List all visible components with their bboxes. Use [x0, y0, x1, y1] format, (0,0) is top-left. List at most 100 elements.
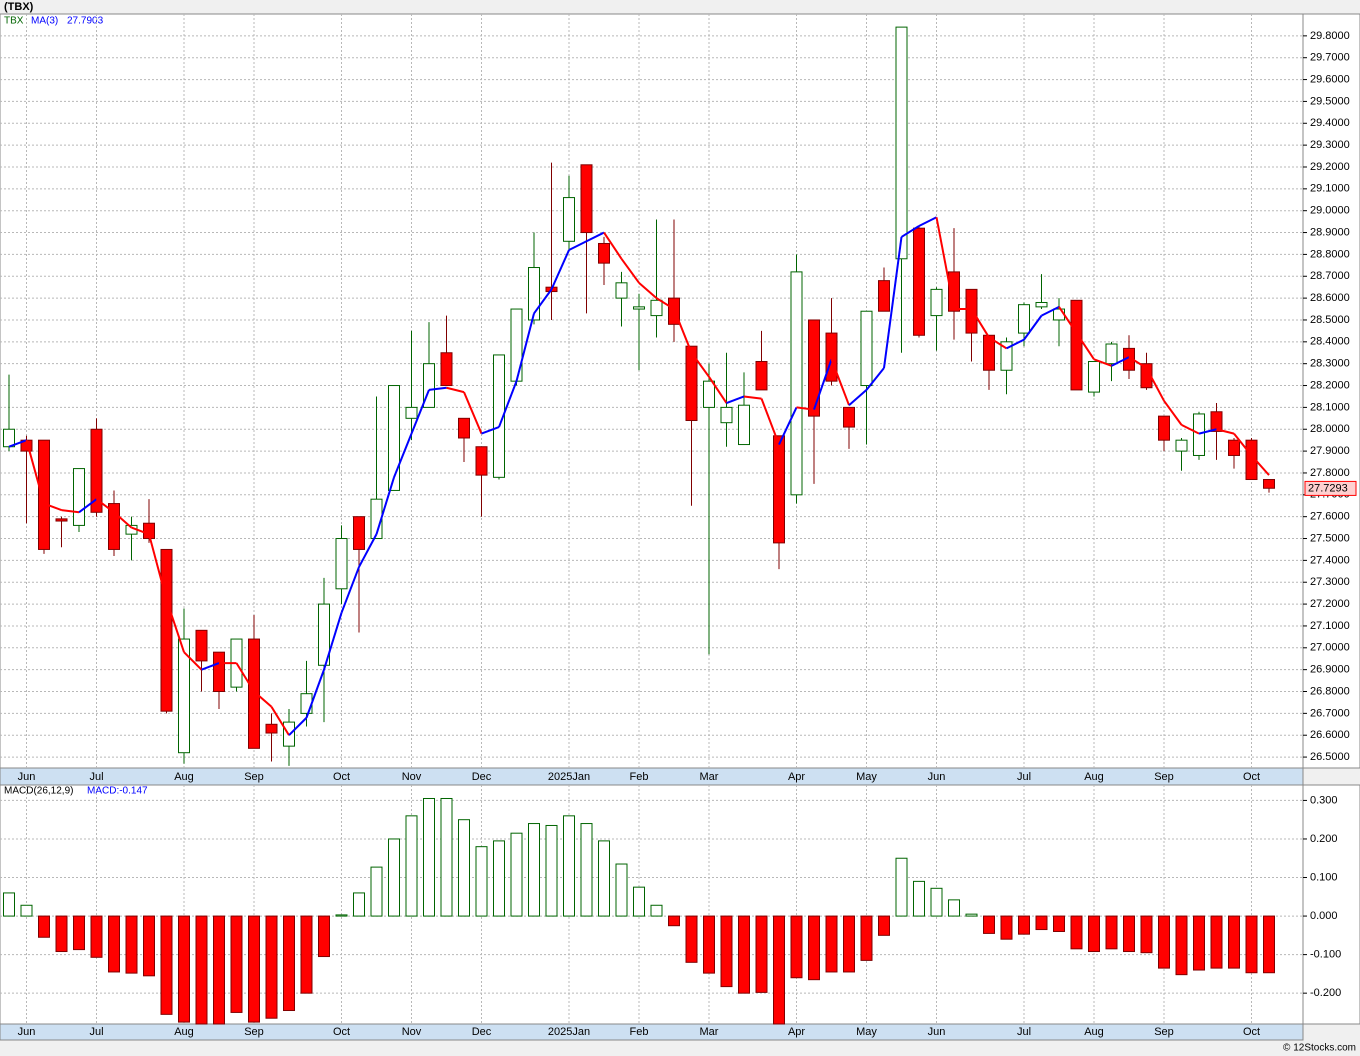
ma-line [1216, 428, 1235, 435]
ma-line [708, 376, 728, 404]
candle-body [703, 380, 715, 408]
x-tick-label: Dec [472, 771, 492, 783]
candle-body [1228, 439, 1240, 456]
ma-line [463, 391, 483, 435]
ma-line [253, 690, 273, 708]
y-tick-label: 28.8000 [1310, 248, 1350, 260]
candle-body [300, 693, 313, 714]
legend-entry: MACD(26,12,9) [4, 786, 73, 797]
macd-bar [668, 915, 680, 927]
x-tick-label: Aug [174, 1026, 194, 1038]
candle-body [930, 288, 943, 317]
ma-line [1163, 400, 1183, 426]
ma-line [1006, 338, 1025, 350]
candle-body [1018, 304, 1030, 334]
ma-line [78, 498, 98, 514]
macd-bar [1175, 915, 1188, 976]
macd-bar [423, 797, 435, 917]
macd-bar [790, 915, 803, 979]
y-tick-label: 26.8000 [1310, 685, 1350, 697]
y-tick-label: 26.9000 [1310, 664, 1350, 676]
ma-line [358, 533, 378, 568]
ma-line [148, 533, 168, 600]
ma-line [428, 386, 447, 391]
candle-body [318, 603, 330, 666]
y-tick-label: -0.200 [1310, 987, 1341, 999]
candle-body [913, 227, 925, 336]
ma-line [1058, 306, 1078, 334]
price-panel [0, 13, 1304, 769]
candle-body [90, 428, 103, 513]
candle-body [808, 319, 820, 417]
candle-body [265, 723, 278, 734]
x-tick-label: Jul [1017, 1026, 1031, 1038]
ma-line [1093, 358, 1112, 367]
y-tick-label: 29.1000 [1310, 183, 1350, 195]
macd-bar [563, 815, 575, 917]
macd-axis [1302, 784, 1360, 1025]
x-tick-label: Aug [1084, 771, 1104, 783]
candle-body [1000, 341, 1013, 371]
x-tick-label: Oct [333, 1026, 350, 1038]
candle-body [1035, 301, 1048, 308]
ma-line [970, 308, 990, 338]
candle-body [55, 518, 68, 522]
x-tick-label: 2025Jan [548, 771, 590, 783]
macd-bar [528, 823, 540, 917]
ma-line [1145, 367, 1165, 402]
y-tick-label: 29.3000 [1310, 139, 1350, 151]
candle-body [878, 280, 890, 312]
macd-bar [913, 880, 925, 917]
macd-bar [405, 815, 418, 917]
ma-line [690, 352, 710, 378]
ma-line [201, 662, 220, 671]
ma-line [830, 358, 850, 406]
y-tick-label: 29.0000 [1310, 205, 1350, 217]
ma-line [1111, 356, 1130, 367]
y-tick-label: 29.8000 [1310, 30, 1350, 42]
macd-bar [370, 866, 383, 917]
y-tick-label: 26.6000 [1310, 729, 1350, 741]
x-tick-label: 2025Jan [548, 1026, 590, 1038]
candle-body [773, 435, 785, 544]
macd-bar [598, 840, 610, 917]
ma-line [1181, 423, 1200, 435]
ma-line [446, 386, 465, 394]
candle-body [1070, 299, 1083, 391]
candle-body [353, 516, 365, 550]
macd-bar [1070, 915, 1083, 950]
ma-line [1023, 315, 1043, 341]
macd-bar [1105, 915, 1118, 950]
ma-line [1041, 305, 1060, 317]
macd-bar [20, 904, 33, 917]
y-tick-label: 28.1000 [1310, 401, 1350, 413]
candle-body [178, 638, 190, 754]
candle-body [405, 406, 418, 419]
candle-body [615, 282, 628, 299]
candle-body [895, 26, 908, 260]
candle-body [825, 332, 838, 382]
macd-bar [90, 915, 103, 958]
x-tick-label: Jun [18, 1026, 36, 1038]
ma-line [796, 406, 815, 411]
macd-bar [1035, 915, 1048, 931]
y-tick-label: 26.7000 [1310, 707, 1350, 719]
macd-bar [685, 915, 698, 963]
x-tick-label: Jul [89, 1026, 103, 1038]
y-tick-label: 29.5000 [1310, 95, 1350, 107]
x-tick-label: May [856, 1026, 877, 1038]
x-tick-label: Oct [1243, 1026, 1260, 1038]
x-tick-label: Oct [333, 771, 350, 783]
macd-bar [38, 915, 50, 938]
macd-bar [1088, 915, 1100, 953]
macd-bar [1123, 915, 1135, 953]
x-tick-label: Nov [402, 1026, 422, 1038]
macd-bar [3, 892, 15, 917]
ma-line [603, 231, 623, 260]
ma-line [481, 426, 500, 435]
y-tick-label: 28.6000 [1310, 292, 1350, 304]
ma-line [235, 662, 255, 693]
macd-bar [755, 915, 768, 993]
macd-bar [825, 915, 838, 973]
